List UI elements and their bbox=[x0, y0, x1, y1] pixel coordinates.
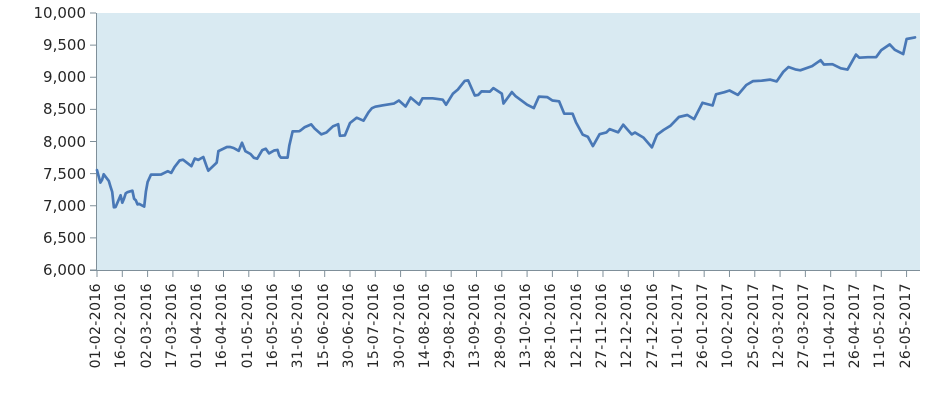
y-axis-tick-label: 9,000 bbox=[43, 68, 86, 87]
x-axis-tick-label: 16-02-2016 bbox=[113, 283, 130, 369]
x-axis-tick-label: 01-02-2016 bbox=[88, 283, 104, 369]
x-axis-tick-label: 15-07-2016 bbox=[366, 283, 383, 369]
x-axis-tick-label: 26-01-2017 bbox=[695, 283, 712, 369]
x-axis-tick-label: 27-11-2016 bbox=[593, 283, 610, 369]
x-axis-tick-label: 16-05-2016 bbox=[265, 283, 282, 369]
x-axis-tick-label: 11-04-2017 bbox=[821, 283, 838, 369]
x-axis-tick-label: 16-04-2016 bbox=[214, 283, 231, 369]
x-axis-tick-label: 17-03-2016 bbox=[163, 283, 180, 369]
plot-background bbox=[97, 13, 920, 270]
price-line-series bbox=[95, 36, 917, 209]
y-axis-tick-label: 9,500 bbox=[43, 36, 86, 55]
x-axis-tick-label: 15-06-2016 bbox=[315, 283, 332, 369]
x-axis-tick-label: 26-05-2017 bbox=[897, 283, 914, 369]
x-axis-tick-label: 30-07-2016 bbox=[391, 283, 408, 369]
y-axis-tick-label: 8,500 bbox=[43, 100, 86, 119]
x-axis-tick-label: 13-10-2016 bbox=[518, 283, 535, 369]
x-axis-tick-label: 12-12-2016 bbox=[619, 283, 636, 369]
x-axis-tick-label: 27-03-2017 bbox=[796, 283, 813, 369]
x-axis-tick-label: 25-02-2017 bbox=[745, 283, 762, 369]
x-axis-tick-label: 11-05-2017 bbox=[872, 283, 889, 369]
x-axis-tick-label: 28-09-2016 bbox=[492, 283, 509, 369]
x-axis-tick-label: 26-04-2017 bbox=[846, 283, 863, 369]
y-axis-tick-label: 6,000 bbox=[43, 261, 86, 279]
x-axis-tick-label: 14-08-2016 bbox=[416, 283, 433, 369]
x-axis-tick-label: 29-08-2016 bbox=[442, 283, 459, 369]
x-axis-tick-label: 02-03-2016 bbox=[138, 283, 155, 369]
x-axis-tick-label: 31-05-2016 bbox=[290, 283, 307, 369]
x-axis-tick-label: 28-10-2016 bbox=[543, 283, 560, 369]
x-axis-tick-label: 01-04-2016 bbox=[189, 283, 206, 369]
x-axis-tick-label: 11-01-2017 bbox=[669, 283, 686, 369]
y-axis-tick-label: 7,500 bbox=[43, 164, 86, 183]
x-axis-tick-label: 12-11-2016 bbox=[568, 283, 585, 369]
y-axis-tick-label: 10,000 bbox=[33, 4, 87, 22]
x-axis-tick-label: 27-12-2016 bbox=[644, 283, 661, 369]
y-axis-tick-label: 6,500 bbox=[43, 228, 86, 247]
x-axis-tick-label: 01-05-2016 bbox=[239, 283, 256, 369]
y-axis-tick-label: 7,000 bbox=[43, 196, 86, 215]
x-axis-tick-label: 30-06-2016 bbox=[340, 283, 357, 369]
x-axis-tick-label: 12-03-2017 bbox=[771, 283, 788, 369]
x-axis-tick-label: 13-09-2016 bbox=[467, 283, 484, 369]
x-axis-tick-label: 10-02-2017 bbox=[720, 283, 737, 369]
y-axis-tick-label: 8,000 bbox=[43, 132, 86, 151]
